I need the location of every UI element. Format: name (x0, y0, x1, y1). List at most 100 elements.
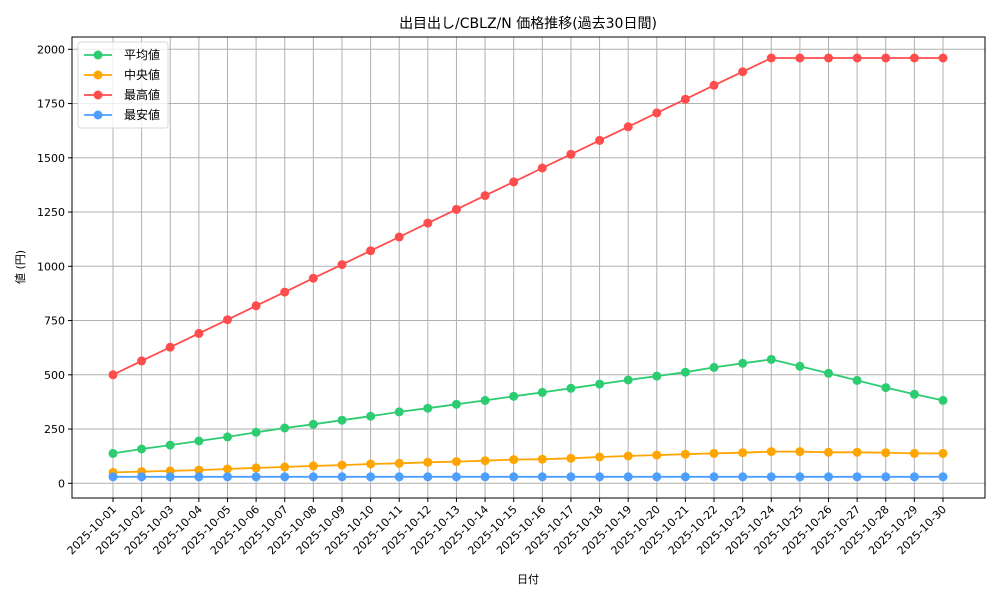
data-point (423, 218, 433, 228)
x-axis-label: 日付 (517, 573, 539, 586)
data-point (824, 447, 833, 457)
data-point (766, 53, 776, 63)
data-point (909, 389, 919, 399)
series-line (108, 53, 948, 380)
data-point (595, 135, 605, 145)
data-point (909, 448, 919, 458)
data-point (366, 472, 376, 482)
data-point (537, 454, 547, 464)
data-point (451, 399, 461, 409)
data-point (165, 472, 175, 482)
data-point (680, 94, 690, 104)
data-point (223, 432, 232, 442)
y-tick-label: 0 (58, 477, 65, 490)
data-point (623, 122, 633, 132)
data-point (308, 461, 318, 471)
data-point (251, 463, 261, 473)
legend-marker-icon (93, 70, 103, 80)
series-path (112, 57, 943, 376)
data-point (537, 387, 547, 397)
data-point (881, 53, 891, 63)
data-point (337, 415, 347, 425)
data-point (709, 472, 719, 482)
data-point (509, 472, 519, 482)
data-point (537, 472, 547, 482)
y-tick-label: 1500 (37, 152, 65, 165)
data-point (938, 53, 948, 63)
data-point (709, 362, 719, 372)
data-point (308, 273, 318, 283)
data-point (881, 448, 891, 458)
data-series (108, 53, 948, 482)
data-point (938, 448, 948, 458)
data-point (824, 53, 833, 63)
data-point (938, 395, 948, 405)
data-point (480, 191, 490, 201)
y-axis-label: 値 (円) (14, 250, 27, 284)
data-point (623, 472, 633, 482)
data-point (680, 367, 690, 377)
data-point (680, 449, 690, 459)
data-point (337, 460, 347, 470)
y-axis: 0 250 500 750 1000 1250 1500 1750 2000 (37, 43, 72, 490)
data-point (509, 391, 519, 401)
data-point (280, 462, 290, 472)
data-point (909, 53, 919, 63)
data-point (795, 447, 805, 457)
data-point (738, 472, 748, 482)
data-point (909, 472, 919, 482)
data-point (108, 370, 118, 380)
data-point (308, 472, 318, 482)
data-point (709, 448, 719, 458)
data-point (451, 457, 461, 467)
series-path (112, 358, 944, 455)
data-point (537, 163, 547, 173)
data-point (566, 453, 576, 463)
data-point (137, 472, 147, 482)
data-point (824, 472, 833, 482)
x-axis: 2025-10-012025-10-022025-10-032025-10-04… (65, 498, 949, 557)
data-point (366, 459, 376, 469)
legend-marker-icon (93, 50, 103, 60)
data-point (137, 444, 147, 454)
data-point (509, 177, 519, 187)
data-point (251, 301, 261, 311)
data-point (852, 375, 862, 385)
data-point (652, 450, 662, 460)
grid-lines (72, 37, 985, 498)
legend-label: 中央値 (124, 67, 160, 82)
data-point (566, 383, 576, 393)
data-point (394, 232, 404, 242)
data-point (881, 383, 891, 393)
legend-label: 平均値 (124, 47, 160, 62)
data-point (795, 53, 805, 63)
data-point (451, 204, 461, 214)
data-point (852, 53, 862, 63)
chart-title: 出目出し/CBLZ/N 価格推移(過去30日間) (399, 16, 657, 32)
data-point (623, 375, 633, 385)
series-line (108, 354, 948, 458)
legend-label: 最高値 (124, 87, 160, 102)
data-point (137, 356, 147, 366)
data-point (194, 328, 204, 338)
data-point (766, 447, 776, 457)
y-tick-label: 2000 (37, 43, 65, 56)
data-point (766, 354, 776, 364)
data-point (394, 458, 404, 468)
data-point (709, 80, 719, 90)
data-point (595, 379, 605, 389)
data-point (423, 403, 433, 413)
data-point (595, 472, 605, 482)
y-tick-label: 250 (44, 423, 65, 436)
legend-label: 最安値 (124, 107, 160, 122)
y-tick-label: 1000 (37, 260, 65, 273)
data-point (738, 358, 748, 368)
data-point (165, 342, 175, 352)
data-point (366, 411, 376, 421)
data-point (280, 287, 290, 297)
data-point (308, 419, 318, 429)
data-point (738, 67, 748, 77)
data-point (337, 472, 347, 482)
